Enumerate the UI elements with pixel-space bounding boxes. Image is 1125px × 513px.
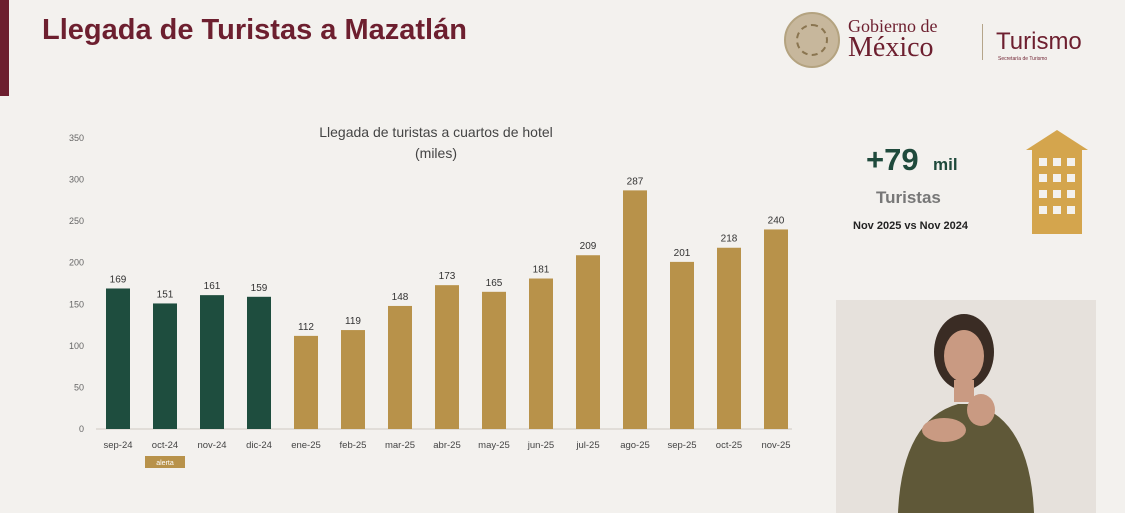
data-label-may-25: 165 [486, 278, 503, 289]
bar-feb-25 [341, 330, 365, 429]
bar-jun-25 [529, 278, 553, 429]
sign-language-interpreter [836, 300, 1096, 513]
bar-ago-25 [623, 190, 647, 429]
x-tick-label-abr-25: abr-25 [433, 440, 460, 451]
gobierno-logo: Gobierno de México Turismo Secretaría de… [784, 12, 1114, 70]
y-tick-label: 250 [69, 216, 84, 226]
x-tick-label-jun-25: jun-25 [527, 440, 554, 451]
data-label-ago-25: 287 [627, 176, 644, 187]
data-label-nov-25: 240 [768, 215, 785, 226]
data-label-ene-25: 112 [298, 322, 314, 333]
alerta-badge-label: alerta [156, 460, 174, 467]
x-tick-label-ene-25: ene-25 [291, 440, 321, 451]
bar-nov-24 [200, 295, 224, 429]
y-tick-label: 150 [69, 299, 84, 309]
x-tick-label-nov-24: nov-24 [197, 440, 226, 451]
data-label-sep-25: 201 [674, 248, 691, 259]
data-label-mar-25: 148 [392, 292, 409, 303]
alerta-badge [145, 456, 185, 468]
bar-oct-25 [717, 247, 741, 429]
y-tick-label: 350 [69, 133, 84, 143]
bar-chart: Llegada de turistas a cuartos de hotel (… [69, 124, 792, 468]
y-tick-label: 200 [69, 258, 84, 268]
national-seal-icon [784, 12, 840, 68]
bar-abr-25 [435, 285, 459, 429]
left-accent-bar [0, 0, 9, 96]
y-tick-label: 100 [69, 341, 84, 351]
x-tick-label-jul-25: jul-25 [575, 440, 599, 451]
x-tick-label-nov-25: nov-25 [761, 440, 790, 451]
kpi-value: +79 [866, 142, 919, 177]
bar-sep-25 [670, 261, 694, 429]
y-tick-label: 50 [74, 382, 84, 392]
building-icon [1026, 130, 1088, 234]
logo-divider [982, 24, 983, 60]
x-tick-label-mar-25: mar-25 [385, 440, 415, 451]
bar-sep-24 [106, 288, 130, 429]
x-tick-label-oct-25: oct-25 [716, 440, 742, 451]
x-tick-label-feb-25: feb-25 [340, 440, 367, 451]
y-tick-label: 0 [79, 424, 84, 434]
bar-oct-24 [153, 303, 177, 429]
bar-dic-24 [247, 296, 271, 429]
data-label-nov-24: 161 [204, 281, 221, 292]
slide-title: Llegada de Turistas a Mazatlán [42, 14, 467, 46]
data-label-abr-25: 173 [439, 271, 456, 282]
bar-ene-25 [294, 335, 318, 429]
data-label-oct-24: 151 [157, 289, 174, 300]
x-tick-label-ago-25: ago-25 [620, 440, 650, 451]
kpi-label: Turistas [876, 188, 941, 207]
chart-subtitle: (miles) [415, 145, 457, 161]
chart-title: Llegada de turistas a cuartos de hotel [319, 124, 553, 140]
x-tick-label-sep-25: sep-25 [667, 440, 696, 451]
kpi-unit: mil [933, 155, 958, 174]
data-label-jul-25: 209 [580, 241, 597, 252]
data-label-dic-24: 159 [251, 283, 268, 294]
turismo-label: Turismo [996, 28, 1082, 55]
turismo-sublabel: Secretaría de Turismo [998, 56, 1048, 62]
data-label-sep-24: 169 [110, 274, 127, 285]
gobierno-label: Gobierno de [848, 16, 938, 36]
data-label-feb-25: 119 [345, 316, 361, 327]
y-tick-label: 300 [69, 175, 84, 185]
kpi-comparison: Nov 2025 vs Nov 2024 [853, 220, 968, 232]
bar-may-25 [482, 291, 506, 429]
x-tick-label-may-25: may-25 [478, 440, 510, 451]
bar-nov-25 [764, 229, 788, 429]
x-tick-label-oct-24: oct-24 [152, 440, 178, 451]
data-label-oct-25: 218 [721, 234, 738, 245]
x-tick-label-sep-24: sep-24 [103, 440, 132, 451]
mexico-label: México [848, 32, 934, 63]
data-label-jun-25: 181 [533, 265, 550, 276]
bar-jul-25 [576, 255, 600, 429]
bar-mar-25 [388, 305, 412, 429]
x-tick-label-dic-24: dic-24 [246, 440, 272, 451]
